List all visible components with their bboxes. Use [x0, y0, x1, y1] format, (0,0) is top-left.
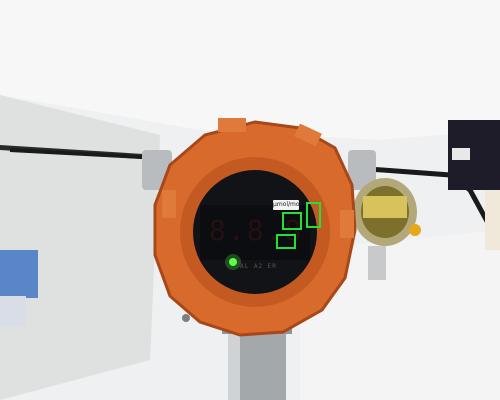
display-window: [200, 205, 310, 260]
housing-notch: [218, 118, 246, 132]
floor-area: [300, 230, 500, 400]
screw: [182, 314, 190, 322]
wall-panel: [0, 95, 160, 400]
detection-box-2: [306, 202, 321, 228]
right-paper: [485, 190, 500, 250]
housing-notch: [294, 123, 322, 147]
indicator-led-glow: [225, 254, 241, 270]
blue-box-base: [0, 296, 26, 326]
cable: [9, 148, 161, 160]
detection-box-1: [282, 212, 302, 230]
housing-outline: [153, 120, 357, 337]
detection-box-3: [276, 234, 296, 249]
secondary-display: [363, 196, 407, 218]
unit-label: µmol/mol: [273, 200, 302, 210]
secondary-knob: [409, 224, 421, 236]
display-status-marks: AL A2 ER: [240, 263, 277, 270]
main-pipe-highlight: [228, 322, 240, 400]
ceiling-surface: [0, 0, 500, 140]
right-box-sticker: [452, 148, 470, 160]
bracket-right: [348, 150, 376, 190]
secondary-pipe: [368, 246, 386, 280]
blue-box: [0, 250, 38, 298]
housing-notch: [162, 190, 176, 218]
display-digits: 8.8.8: [209, 214, 304, 247]
housing-notch: [340, 210, 354, 238]
indicator-led: [229, 258, 237, 266]
